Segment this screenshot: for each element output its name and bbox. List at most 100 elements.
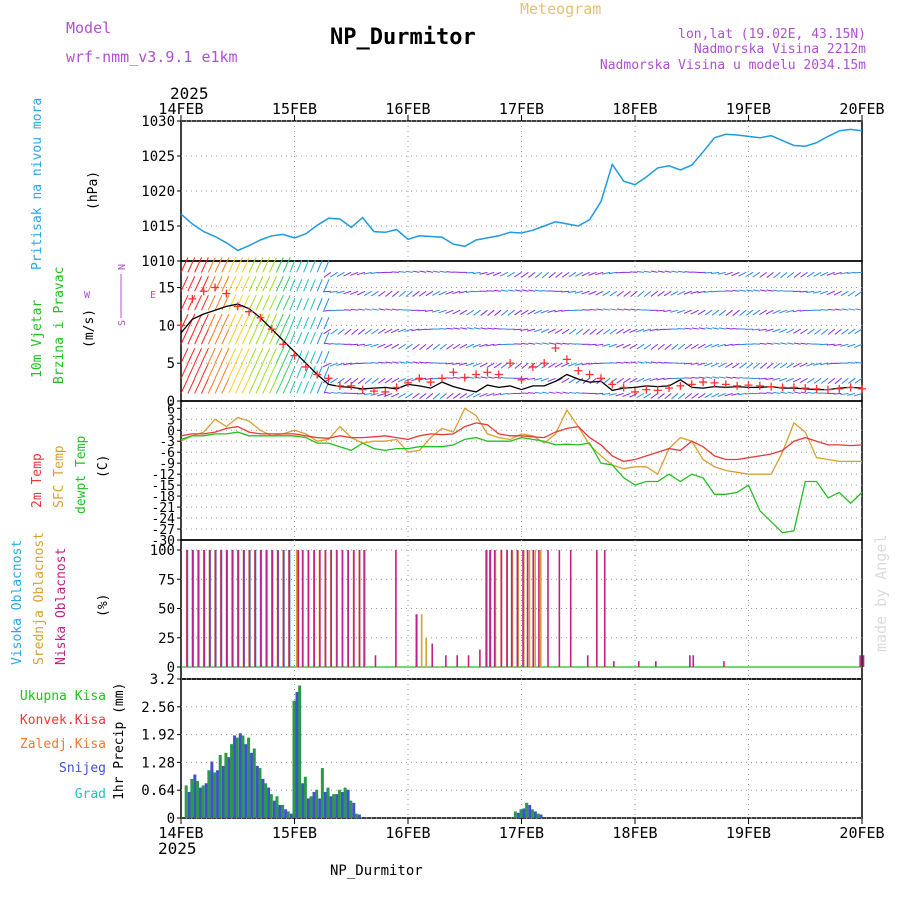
wind-arrow — [697, 362, 706, 366]
wind-arrow — [309, 316, 316, 330]
wind-arrow — [725, 376, 733, 379]
wind-arrow — [731, 343, 740, 346]
wind-arrow — [356, 271, 366, 276]
wind-arrow — [329, 309, 338, 312]
precip-snow-bar — [323, 791, 327, 818]
wind-arrow — [500, 289, 508, 292]
wind-arrow — [528, 271, 536, 278]
precip-snow-bar — [329, 796, 333, 818]
cloud-panel: 0 25 50 75 100 — [150, 539, 865, 680]
wind-arrow — [269, 294, 277, 311]
wind-arrow — [657, 361, 665, 364]
wind-arrow — [371, 377, 379, 384]
wind-arrow — [438, 290, 447, 296]
wind-arrow — [282, 363, 291, 379]
wind-arrow — [567, 362, 577, 367]
wind-arrow — [615, 392, 624, 397]
wind-arrow — [608, 392, 617, 396]
wind-arrow — [773, 289, 781, 292]
precip-ytick-label: 1.28 — [141, 755, 175, 771]
precip-snow-bar — [346, 789, 350, 818]
wind-arrow — [636, 343, 645, 350]
wind-arrow — [732, 309, 740, 316]
wind-arrow — [759, 362, 767, 369]
wind-arrow — [596, 308, 604, 311]
wind-arrow — [296, 316, 303, 330]
wind-gust-marker — [699, 378, 708, 387]
wind-arrow — [540, 377, 549, 382]
pressure-line — [180, 128, 863, 252]
wind-arrow — [751, 328, 760, 331]
wind-arrow — [664, 361, 672, 364]
wind-arrow — [745, 392, 754, 395]
wind-arrow — [554, 362, 563, 368]
wind-arrow — [370, 271, 379, 275]
wind-arrow — [792, 362, 801, 368]
wind-arrow — [466, 309, 475, 316]
wind-arrow — [392, 361, 400, 364]
top-xtick-label: 19FEB — [726, 100, 771, 118]
wind-arrow — [567, 290, 577, 294]
wind-arrow — [472, 392, 481, 398]
pressure-unit-label: (hPa) — [86, 171, 101, 210]
wind-arrow — [773, 391, 781, 394]
cloud-side-label-3: Niska Oblacnost — [54, 548, 69, 665]
wind-arrow — [248, 363, 257, 379]
low-cloud-bar — [613, 661, 615, 667]
precip-unit-label: 1hr Precip (mm) — [112, 683, 127, 800]
wind-arrow — [472, 362, 481, 367]
wind-arrow — [561, 377, 570, 383]
wind-arrow — [643, 270, 651, 273]
low-cloud-bar — [231, 550, 234, 667]
wind-arrow — [732, 327, 740, 330]
wind-arrow — [399, 361, 406, 364]
wind-gust-marker — [596, 374, 605, 383]
wind-arrow — [452, 309, 461, 315]
temp-ytick-label: -6 — [159, 446, 175, 461]
precip-snow-bar — [221, 765, 225, 818]
precip-total-bar — [354, 813, 358, 818]
low-cloud-bar — [374, 655, 377, 667]
precip-snow-bar — [244, 744, 248, 818]
wind-arrow — [690, 362, 699, 366]
wind-arrow — [458, 362, 468, 366]
wind-arrow — [248, 313, 257, 330]
precip-snow-bar — [522, 808, 526, 818]
low-cloud-bar — [197, 550, 200, 667]
wind-arrow — [841, 308, 849, 311]
precip-snow-bar — [250, 752, 254, 818]
precip-snow-bar — [261, 778, 265, 818]
wind-arrow — [363, 392, 372, 396]
wind-arrow — [357, 328, 366, 335]
wind-arrow — [391, 343, 400, 349]
precip-ytick-label: 2.56 — [141, 700, 175, 716]
wind-arrow — [487, 327, 495, 330]
wind-arrow — [657, 343, 665, 350]
wind-arrow — [221, 313, 230, 330]
precip-total-bar — [343, 787, 347, 818]
wind-arrow — [214, 276, 223, 292]
wind-arrow — [787, 391, 795, 394]
wind-arrow — [323, 332, 330, 345]
temp-ytick-label: 3 — [167, 413, 175, 428]
wind-arrow — [704, 343, 713, 349]
wind-arrow — [412, 290, 420, 297]
precip-snow-bar — [267, 787, 271, 818]
wind-arrow — [262, 347, 271, 364]
precip-total-bar — [207, 770, 211, 818]
wind-arrow — [309, 279, 316, 292]
wind-arrow — [670, 309, 679, 313]
precip-snow-bar — [289, 813, 293, 818]
wind-arrow — [745, 309, 754, 316]
wind-arrow — [207, 347, 216, 364]
wind-arrow — [806, 362, 815, 367]
wind-arrow — [180, 363, 189, 379]
wind-arrow — [187, 347, 196, 364]
mid-cloud-bar — [534, 550, 536, 667]
wind-arrow — [697, 343, 706, 349]
low-cloud-bar — [347, 550, 350, 667]
wind-arrow — [719, 376, 726, 379]
precip-ytick-label: 0 — [167, 811, 175, 827]
wind-arrow — [370, 343, 379, 348]
wind-arrow — [533, 328, 543, 333]
